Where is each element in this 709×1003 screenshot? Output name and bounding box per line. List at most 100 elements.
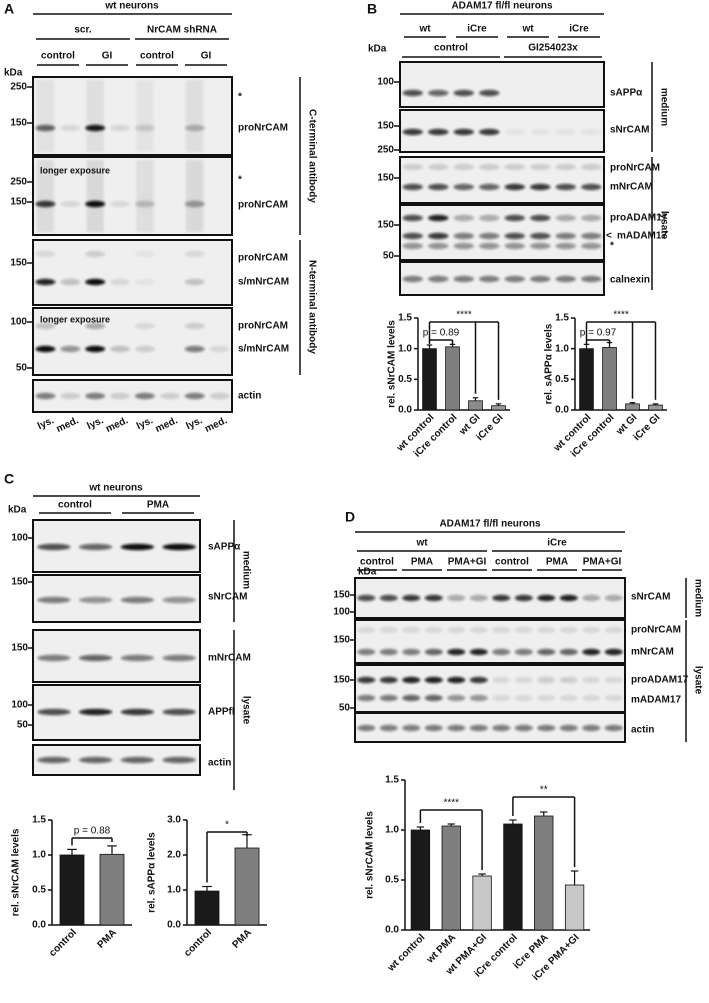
label: s/mNrCAM [238, 277, 289, 288]
band [357, 648, 376, 656]
y-tick-label: 1.0 [32, 850, 46, 861]
label: 100 [11, 533, 28, 544]
y-tick-label: 0.5 [398, 374, 412, 385]
band [424, 676, 443, 684]
band [60, 345, 81, 353]
annotation: p = 0.97 [580, 328, 617, 339]
band [85, 392, 106, 400]
label: proNrCAM [610, 163, 660, 174]
band [479, 163, 500, 171]
label: control [58, 500, 92, 511]
band [379, 724, 398, 732]
band [60, 392, 81, 400]
error-bar [570, 870, 579, 885]
band [357, 594, 376, 602]
band [504, 242, 525, 250]
label: wt neurons [104, 1, 159, 12]
label: control [41, 51, 75, 62]
band [428, 163, 449, 171]
band [530, 242, 551, 250]
band [357, 676, 376, 684]
label: 100 [11, 700, 28, 711]
y-axis-label: rel. sNrCAM levels [387, 320, 398, 408]
y-tick-label: 1.5 [555, 313, 569, 324]
band [402, 626, 421, 634]
band [402, 163, 423, 171]
smear [86, 80, 104, 152]
error-bar [509, 819, 517, 824]
x-tick-label: PMA [95, 927, 119, 951]
bar [602, 347, 617, 411]
band [134, 250, 155, 258]
label: 150 [333, 675, 350, 686]
band [537, 724, 556, 732]
label: 150 [11, 643, 28, 654]
label: 150 [377, 220, 394, 231]
band [530, 275, 551, 283]
band [35, 278, 56, 286]
band [35, 250, 56, 258]
error-bar [426, 344, 433, 349]
band [447, 694, 466, 702]
bar [491, 405, 506, 411]
band [537, 676, 556, 684]
label: control [495, 557, 529, 568]
band [514, 694, 533, 702]
band [504, 232, 525, 240]
band [453, 275, 474, 283]
band [581, 163, 602, 171]
band [184, 278, 205, 286]
band [60, 124, 81, 132]
label: PMA+GI [448, 557, 487, 568]
label: control [140, 51, 174, 62]
band [85, 200, 106, 208]
y-tick-label: 1.5 [32, 815, 46, 826]
band [492, 626, 511, 634]
y-axis-label: rel. sAPPα levels [147, 832, 158, 913]
band [555, 242, 576, 250]
band [559, 676, 578, 684]
band [514, 676, 533, 684]
band [604, 648, 623, 656]
error-bar [472, 397, 479, 401]
x-tick-label: PMA [230, 927, 254, 951]
band [581, 232, 602, 240]
label: control [434, 43, 468, 54]
label: lys. [135, 415, 155, 432]
y-tick-label: 0.0 [32, 920, 46, 931]
band [581, 128, 602, 136]
blot [32, 307, 233, 376]
error-bar [416, 826, 425, 830]
label: GI254023x [528, 43, 578, 54]
band [559, 626, 578, 634]
label: lys. [85, 415, 105, 432]
band [402, 232, 423, 240]
label: mADAM17 [631, 695, 681, 706]
error-bar [478, 873, 486, 876]
band [582, 594, 601, 602]
bar [468, 400, 483, 411]
band [514, 594, 533, 602]
band [555, 214, 576, 222]
label: lysate [692, 666, 703, 695]
band [504, 183, 525, 191]
label: 150 [333, 590, 350, 601]
band [581, 242, 602, 250]
label: NrCAM shRNA [147, 25, 217, 36]
band [134, 200, 155, 208]
y-tick-label: 0.5 [385, 875, 399, 886]
label: sNrCAM [631, 592, 670, 603]
band [453, 214, 474, 222]
bar [625, 403, 640, 411]
band [479, 89, 500, 97]
band [162, 756, 196, 764]
bar [194, 890, 220, 926]
band [402, 694, 421, 702]
band [453, 89, 474, 97]
band [453, 183, 474, 191]
band [492, 648, 511, 656]
label: wt [521, 24, 534, 35]
band [37, 654, 71, 662]
band [469, 694, 488, 702]
